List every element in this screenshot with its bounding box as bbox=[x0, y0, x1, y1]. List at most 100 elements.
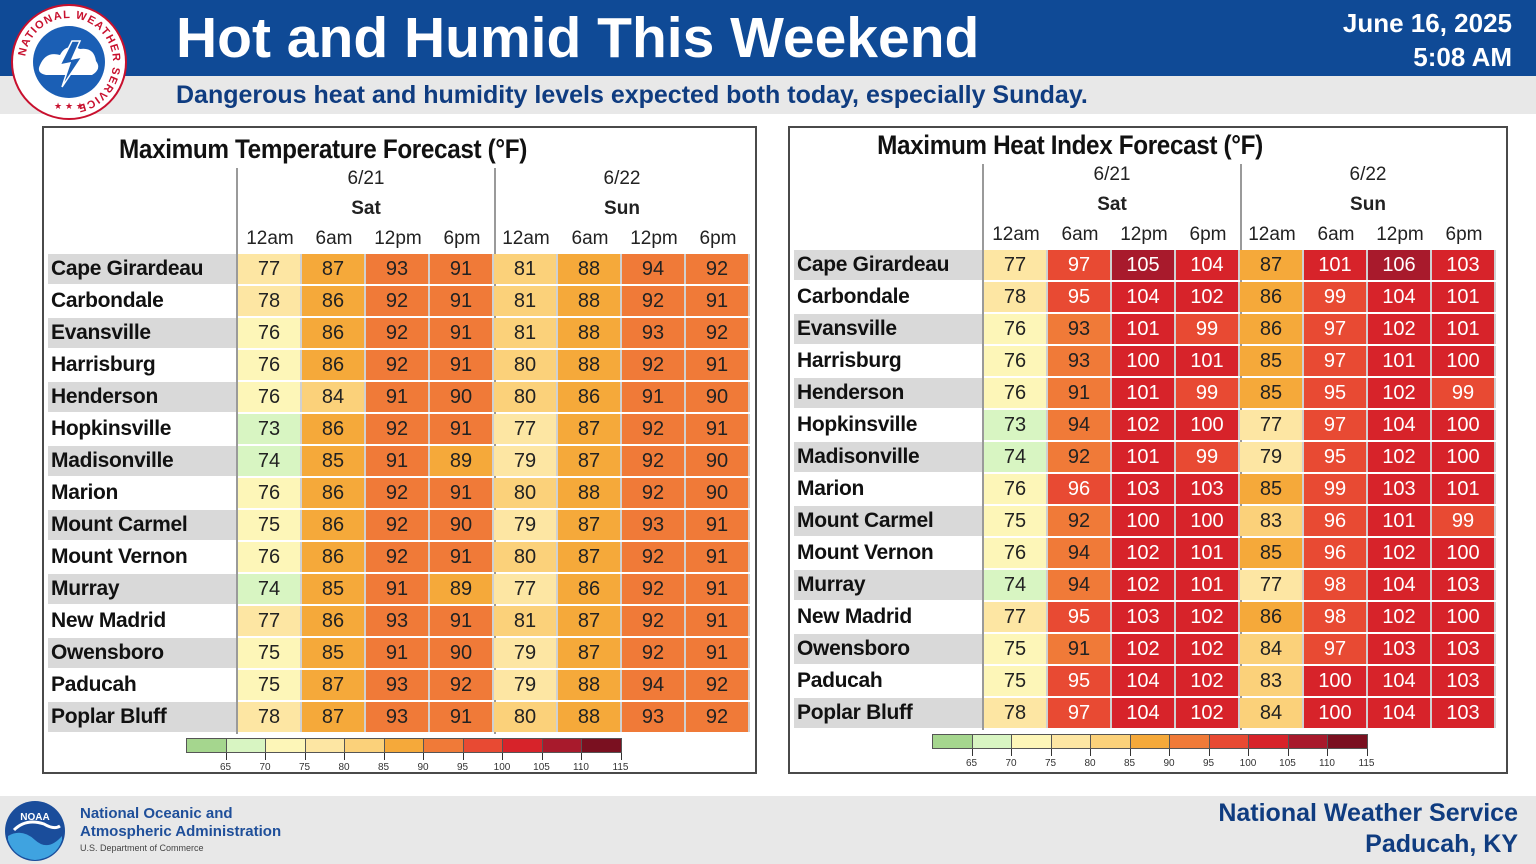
value-cell: 92 bbox=[1048, 442, 1112, 472]
legend-swatch bbox=[344, 738, 385, 753]
legend-swatch bbox=[304, 738, 345, 753]
page-title: Hot and Humid This Weekend bbox=[176, 6, 980, 70]
legend-tick bbox=[225, 753, 227, 760]
legend-label: 110 bbox=[573, 762, 589, 773]
legend-label: 65 bbox=[965, 758, 978, 769]
value-cell: 92 bbox=[366, 286, 430, 316]
value-cell: 94 bbox=[1048, 538, 1112, 568]
value-cell: 75 bbox=[984, 506, 1048, 536]
value-cell: 93 bbox=[622, 510, 686, 540]
noaa-line1: National Oceanic and bbox=[80, 805, 233, 822]
value-cell: 76 bbox=[238, 478, 302, 508]
value-cell: 102 bbox=[1112, 538, 1176, 568]
value-cell: 86 bbox=[302, 414, 366, 444]
legend-tick bbox=[1327, 749, 1328, 756]
value-cell: 77 bbox=[238, 606, 302, 636]
value-cell: 101 bbox=[1176, 570, 1240, 600]
value-cell: 85 bbox=[302, 574, 366, 604]
value-cell: 74 bbox=[984, 570, 1048, 600]
value-cell: 93 bbox=[366, 254, 430, 284]
city-label: Cape Girardeau bbox=[794, 250, 982, 280]
legend-label: 100 bbox=[493, 762, 511, 773]
table-row: Madisonville 74 85 91 89 79 87 92 90 bbox=[44, 446, 750, 476]
value-cell: 104 bbox=[1112, 698, 1176, 728]
value-cell: 87 bbox=[558, 446, 622, 476]
value-cell: 86 bbox=[302, 318, 366, 348]
value-cell: 90 bbox=[430, 510, 494, 540]
value-cell: 81 bbox=[494, 254, 558, 284]
value-cell: 97 bbox=[1304, 634, 1368, 664]
value-cell: 78 bbox=[238, 702, 302, 732]
value-cell: 100 bbox=[1432, 602, 1496, 632]
value-cell: 93 bbox=[1048, 346, 1112, 376]
value-cell: 104 bbox=[1112, 666, 1176, 696]
value-cell: 73 bbox=[984, 410, 1048, 440]
legend-swatch bbox=[1327, 734, 1368, 749]
value-cell: 94 bbox=[1048, 570, 1112, 600]
city-label: Mount Carmel bbox=[48, 510, 236, 540]
value-cell: 95 bbox=[1304, 378, 1368, 408]
value-cell: 103 bbox=[1176, 474, 1240, 504]
time-header: 6am bbox=[315, 228, 353, 249]
nws-logo: NATIONAL WEATHER SERVICE ★ ★ ★ bbox=[11, 4, 127, 120]
value-cell: 76 bbox=[238, 318, 302, 348]
value-cell: 95 bbox=[1048, 602, 1112, 632]
table-row: Hopkinsville 73 86 92 91 77 87 92 91 bbox=[44, 414, 750, 444]
table-row: Paducah 75 95 104 102 83 100 104 103 bbox=[790, 666, 1496, 696]
value-cell: 99 bbox=[1432, 506, 1496, 536]
value-cell: 101 bbox=[1176, 346, 1240, 376]
time-header: 6am bbox=[1317, 224, 1355, 245]
legend-tick bbox=[423, 753, 424, 760]
value-cell: 91 bbox=[686, 286, 750, 316]
city-label: New Madrid bbox=[797, 605, 912, 628]
value-cell: 91 bbox=[430, 254, 494, 284]
value-cell: 86 bbox=[558, 382, 622, 412]
value-cell: 73 bbox=[238, 414, 302, 444]
time-header: 12pm bbox=[1120, 224, 1168, 245]
table-row: Paducah 75 87 93 92 79 88 94 92 bbox=[44, 670, 750, 700]
day-date-header: 6/21 bbox=[347, 168, 385, 189]
legend-swatch bbox=[1090, 734, 1131, 749]
value-cell: 86 bbox=[302, 510, 366, 540]
value-cell: 92 bbox=[622, 478, 686, 508]
value-cell: 92 bbox=[366, 350, 430, 380]
table-row: Harrisburg 76 93 100 101 85 97 101 100 bbox=[790, 346, 1496, 376]
value-cell: 90 bbox=[430, 382, 494, 412]
panel-title: Maximum Temperature Forecast (°F) bbox=[119, 134, 527, 164]
value-cell: 92 bbox=[366, 414, 430, 444]
value-cell: 91 bbox=[430, 702, 494, 732]
value-cell: 92 bbox=[686, 254, 750, 284]
value-cell: 78 bbox=[984, 698, 1048, 728]
value-cell: 100 bbox=[1432, 410, 1496, 440]
value-cell: 85 bbox=[1240, 474, 1304, 504]
value-cell: 103 bbox=[1368, 634, 1432, 664]
value-cell: 102 bbox=[1176, 666, 1240, 696]
value-cell: 92 bbox=[366, 510, 430, 540]
value-cell: 86 bbox=[558, 574, 622, 604]
noaa-line2: Atmospheric Administration bbox=[80, 823, 282, 840]
city-label: Cape Girardeau bbox=[48, 254, 236, 284]
day-name-header: Sat bbox=[351, 198, 381, 219]
value-cell: 92 bbox=[430, 670, 494, 700]
legend-swatch bbox=[541, 738, 582, 753]
value-cell: 80 bbox=[494, 350, 558, 380]
value-cell: 91 bbox=[686, 542, 750, 572]
value-cell: 91 bbox=[1048, 378, 1112, 408]
value-cell: 100 bbox=[1176, 506, 1240, 536]
value-cell: 100 bbox=[1112, 506, 1176, 536]
value-cell: 86 bbox=[302, 542, 366, 572]
value-cell: 101 bbox=[1304, 250, 1368, 280]
table-row: Poplar Bluff 78 87 93 91 80 88 93 92 bbox=[44, 702, 750, 732]
legend-label: 80 bbox=[1084, 758, 1096, 769]
value-cell: 101 bbox=[1112, 378, 1176, 408]
value-cell: 74 bbox=[984, 442, 1048, 472]
table-row: Cape Girardeau 77 87 93 91 81 88 94 92 bbox=[44, 254, 750, 284]
value-cell: 97 bbox=[1048, 250, 1112, 280]
legend-label: 75 bbox=[298, 762, 311, 773]
svg-text:★ ★ ★: ★ ★ ★ bbox=[54, 102, 84, 112]
value-cell: 84 bbox=[1240, 634, 1304, 664]
value-cell: 88 bbox=[558, 318, 622, 348]
value-cell: 90 bbox=[686, 446, 750, 476]
legend-swatch bbox=[581, 738, 622, 753]
value-cell: 87 bbox=[302, 702, 366, 732]
